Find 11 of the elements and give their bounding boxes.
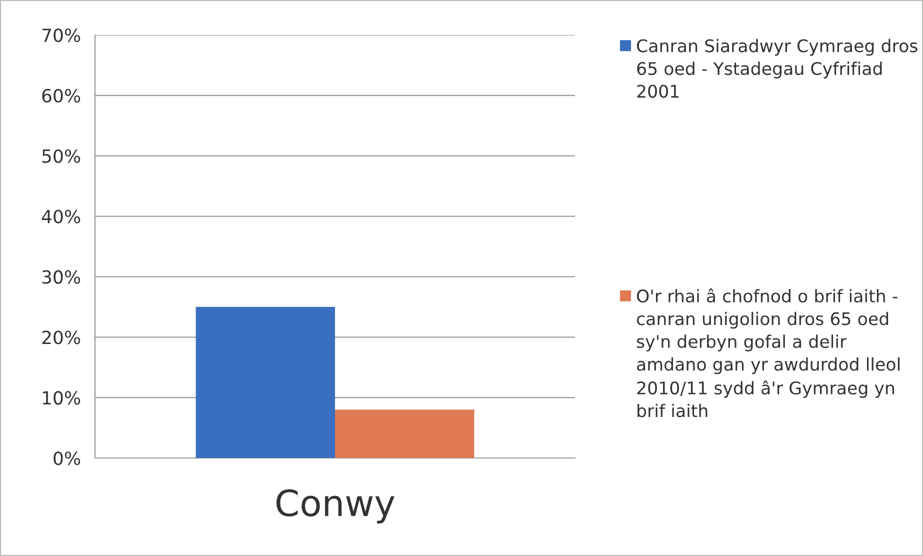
x-tick-label: Conwy: [276, 489, 394, 524]
y-tick-label: 70%: [42, 28, 80, 42]
y-tick-label: 40%: [42, 210, 80, 224]
y-tick-label: 50%: [42, 149, 80, 163]
y-tick-label: 0%: [54, 451, 80, 466]
y-tick-label: 10%: [42, 391, 80, 405]
y-tick-label: 20%: [42, 330, 80, 344]
y-tick-label: 60%: [42, 88, 80, 103]
y-tick-label: 30%: [42, 270, 80, 284]
legend-label: Canran Siaradwyr Cymraeg dros 65 oed - Ystadegau Cyfrifiad 2001: [636, 38, 918, 98]
legend-label: O'r rhai â chofnod o brif iaith - canran unigolion dros 65 oed sy'n derbyn gofal a delir amdano gan yr awdurdod lleol 2010/11 sydd â'r Gymraeg yn brif iaith: [636, 288, 900, 418]
